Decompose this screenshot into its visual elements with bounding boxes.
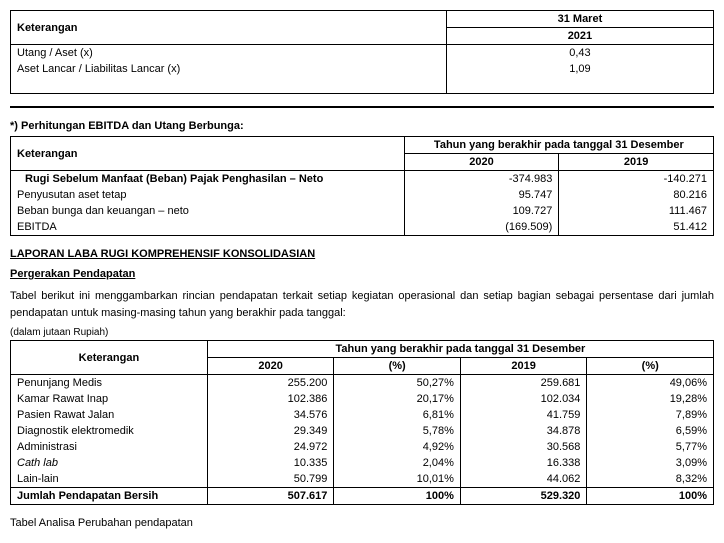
table-row: Utang / Aset (x) 0,43	[11, 45, 714, 62]
t3-row-v2: 102.034	[460, 391, 587, 407]
t1-row-label: Aset Lancar / Liabilitas Lancar (x)	[11, 61, 447, 77]
t2-row-label: Penyusutan aset tetap	[11, 187, 405, 203]
t3-total-p2: 100%	[587, 488, 714, 505]
table-row: Aset Lancar / Liabilitas Lancar (x) 1,09	[11, 61, 714, 77]
t3-row-v2: 259.681	[460, 375, 587, 392]
paragraph: Tabel berikut ini menggambarkan rincian …	[10, 288, 714, 321]
t3-row-v2: 44.062	[460, 471, 587, 488]
table-row: Pasien Rawat Jalan 34.576 6,81% 41.759 7…	[11, 407, 714, 423]
t2-row-v2: 51.412	[559, 219, 714, 236]
t3-row-v2: 41.759	[460, 407, 587, 423]
t3-row-label: Penunjang Medis	[11, 375, 208, 392]
table-total-row: Jumlah Pendapatan Bersih 507.617 100% 52…	[11, 488, 714, 505]
t3-row-v1: 29.349	[207, 423, 334, 439]
t3-row-p1: 2,04%	[334, 455, 461, 471]
t3-row-v2: 30.568	[460, 439, 587, 455]
table-row	[11, 77, 714, 94]
table-row: EBITDA (169.509) 51.412	[11, 219, 714, 236]
t2-row-v2: 111.467	[559, 203, 714, 219]
t3-row-label: Pasien Rawat Jalan	[11, 407, 208, 423]
t3-row-p2: 49,06%	[587, 375, 714, 392]
unit-note: (dalam jutaan Rupiah)	[10, 327, 714, 338]
t3-row-v1: 10.335	[207, 455, 334, 471]
t1-row-value: 1,09	[446, 61, 713, 77]
t3-row-p1: 20,17%	[334, 391, 461, 407]
t3-row-v1: 24.972	[207, 439, 334, 455]
t2-year2-header: 2019	[559, 154, 714, 171]
table-row: Rugi Sebelum Manfaat (Beban) Pajak Pengh…	[11, 171, 714, 188]
subsection-title: Pergerakan Pendapatan	[10, 268, 714, 280]
t2-row-label: EBITDA	[11, 219, 405, 236]
t2-row-v2: -140.271	[559, 171, 714, 188]
ratio-table: Keterangan 31 Maret 2021 Utang / Aset (x…	[10, 10, 714, 94]
ebitda-table: Keterangan Tahun yang berakhir pada tang…	[10, 136, 714, 236]
t3-row-p2: 6,59%	[587, 423, 714, 439]
t3-row-p1: 5,78%	[334, 423, 461, 439]
t3-y2-header: 2019	[460, 358, 587, 375]
table-row: Kamar Rawat Inap 102.386 20,17% 102.034 …	[11, 391, 714, 407]
t3-row-label: Lain-lain	[11, 471, 208, 488]
t3-total-label: Jumlah Pendapatan Bersih	[11, 488, 208, 505]
t1-period-header: 31 Maret	[446, 11, 713, 28]
footer-text: Tabel Analisa Perubahan pendapatan	[10, 517, 714, 529]
t2-row-v1: 109.727	[404, 203, 559, 219]
t2-year1-header: 2020	[404, 154, 559, 171]
t3-row-p2: 8,32%	[587, 471, 714, 488]
t3-row-label: Administrasi	[11, 439, 208, 455]
t1-row-label: Utang / Aset (x)	[11, 45, 447, 62]
t2-row-v2: 80.216	[559, 187, 714, 203]
t3-row-p2: 3,09%	[587, 455, 714, 471]
t3-total-v2: 529.320	[460, 488, 587, 505]
table-row: Lain-lain 50.799 10,01% 44.062 8,32%	[11, 471, 714, 488]
table-row: Cath lab 10.335 2,04% 16.338 3,09%	[11, 455, 714, 471]
t3-y1-header: 2020	[207, 358, 334, 375]
t3-row-v1: 102.386	[207, 391, 334, 407]
t3-keterangan-header: Keterangan	[11, 341, 208, 375]
t3-total-v1: 507.617	[207, 488, 334, 505]
t3-row-p2: 5,77%	[587, 439, 714, 455]
t3-row-p1: 6,81%	[334, 407, 461, 423]
section-title: LAPORAN LABA RUGI KOMPREHENSIF KONSOLIDA…	[10, 248, 714, 260]
t2-keterangan-header: Keterangan	[11, 137, 405, 171]
t3-p2-header: (%)	[587, 358, 714, 375]
table-row: Administrasi 24.972 4,92% 30.568 5,77%	[11, 439, 714, 455]
t3-row-label: Kamar Rawat Inap	[11, 391, 208, 407]
t3-row-p1: 10,01%	[334, 471, 461, 488]
t3-row-v2: 16.338	[460, 455, 587, 471]
t3-row-p2: 19,28%	[587, 391, 714, 407]
divider	[10, 106, 714, 108]
t2-row-v1: (169.509)	[404, 219, 559, 236]
t3-row-v1: 34.576	[207, 407, 334, 423]
t3-period-header: Tahun yang berakhir pada tanggal 31 Dese…	[207, 341, 713, 358]
t3-total-p1: 100%	[334, 488, 461, 505]
t3-p1-header: (%)	[334, 358, 461, 375]
t3-row-label: Cath lab	[11, 455, 208, 471]
t3-row-p1: 50,27%	[334, 375, 461, 392]
t2-period-header: Tahun yang berakhir pada tanggal 31 Dese…	[404, 137, 713, 154]
t3-row-v2: 34.878	[460, 423, 587, 439]
revenue-table: Keterangan Tahun yang berakhir pada tang…	[10, 340, 714, 505]
table-row: Diagnostik elektromedik 29.349 5,78% 34.…	[11, 423, 714, 439]
t2-row-label: Rugi Sebelum Manfaat (Beban) Pajak Pengh…	[11, 171, 405, 188]
t3-row-p1: 4,92%	[334, 439, 461, 455]
t2-row-label: Beban bunga dan keuangan – neto	[11, 203, 405, 219]
table-row: Penyusutan aset tetap 95.747 80.216	[11, 187, 714, 203]
t2-row-v1: -374.983	[404, 171, 559, 188]
t3-row-p2: 7,89%	[587, 407, 714, 423]
t3-row-label: Diagnostik elektromedik	[11, 423, 208, 439]
table-row: Beban bunga dan keuangan – neto 109.727 …	[11, 203, 714, 219]
t2-row-v1: 95.747	[404, 187, 559, 203]
ebitda-note: *) Perhitungan EBITDA dan Utang Berbunga…	[10, 120, 714, 132]
t1-row-value: 0,43	[446, 45, 713, 62]
table-row: Penunjang Medis 255.200 50,27% 259.681 4…	[11, 375, 714, 392]
t3-row-v1: 50.799	[207, 471, 334, 488]
t1-keterangan-header: Keterangan	[11, 11, 447, 45]
t1-year-header: 2021	[446, 28, 713, 45]
t3-row-v1: 255.200	[207, 375, 334, 392]
